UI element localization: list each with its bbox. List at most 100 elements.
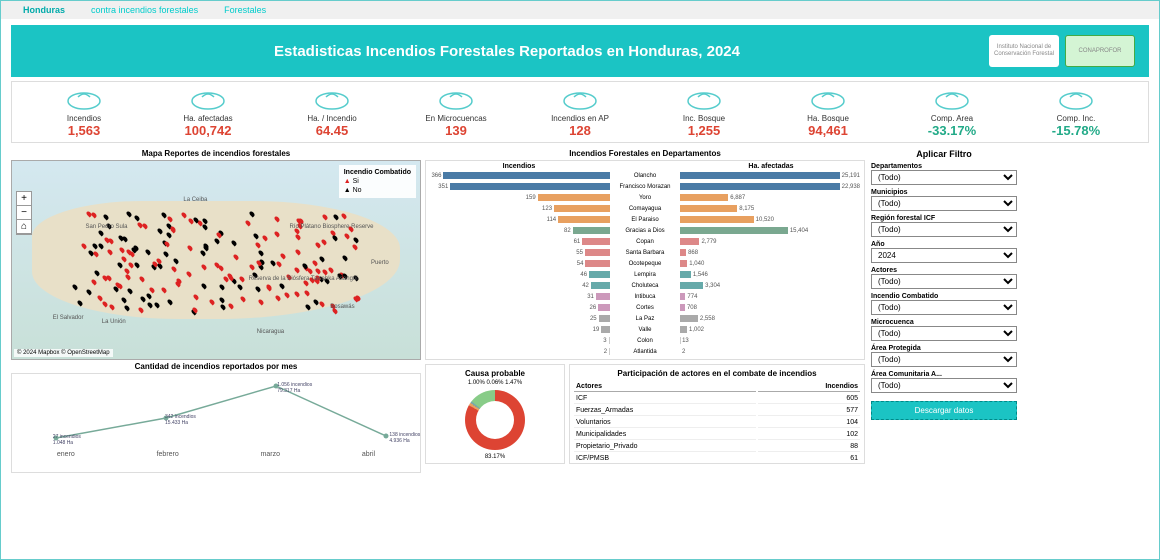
fire-marker[interactable] <box>255 285 262 292</box>
fire-marker[interactable] <box>93 250 100 257</box>
fire-marker[interactable] <box>249 263 256 270</box>
fire-marker[interactable] <box>76 300 83 307</box>
dept-bar-left[interactable]: 351 <box>428 181 610 192</box>
fire-marker[interactable] <box>157 228 164 235</box>
fire-marker[interactable] <box>106 248 113 255</box>
fire-marker[interactable] <box>233 254 240 261</box>
dept-bar-left[interactable]: 159 <box>428 192 610 203</box>
dept-bar-left[interactable]: 46 <box>428 269 610 280</box>
fire-marker[interactable] <box>120 255 127 262</box>
fire-marker[interactable] <box>314 242 321 249</box>
actors-col1[interactable]: Actores <box>574 382 756 392</box>
filter-select[interactable]: 2024 <box>871 248 1017 263</box>
fire-marker[interactable] <box>295 248 302 255</box>
fire-marker[interactable] <box>139 295 146 302</box>
fire-marker[interactable] <box>186 270 193 277</box>
filter-select[interactable]: (Todo) <box>871 170 1017 185</box>
dept-bar-right[interactable]: 2,779 <box>680 236 862 247</box>
fire-marker[interactable] <box>147 301 154 308</box>
tab-forestales[interactable]: Forestales <box>212 1 278 19</box>
dept-bar-left[interactable]: 61 <box>428 236 610 247</box>
fire-marker[interactable] <box>276 261 283 268</box>
fire-marker[interactable] <box>342 254 349 261</box>
actor-row[interactable]: Municipalidades102 <box>574 430 860 440</box>
fire-marker[interactable] <box>144 248 151 255</box>
fire-marker[interactable] <box>311 260 318 267</box>
fire-marker[interactable] <box>218 283 225 290</box>
fire-marker[interactable] <box>134 214 141 221</box>
fire-marker[interactable] <box>101 301 108 308</box>
fire-marker[interactable] <box>230 240 237 247</box>
fire-marker[interactable] <box>258 250 265 257</box>
fire-marker[interactable] <box>294 290 301 297</box>
dept-bar-right[interactable]: 6,887 <box>680 192 862 203</box>
fire-marker[interactable] <box>167 298 174 305</box>
fire-marker[interactable] <box>93 269 100 276</box>
filter-select[interactable]: (Todo) <box>871 300 1017 315</box>
fire-marker[interactable] <box>186 245 193 252</box>
fire-marker[interactable] <box>166 215 173 222</box>
fire-marker[interactable] <box>307 267 314 274</box>
dept-bar-right[interactable]: 10,520 <box>680 214 862 225</box>
dept-bar-left[interactable]: 54 <box>428 258 610 269</box>
fire-marker[interactable] <box>126 210 133 217</box>
dept-bar-right[interactable]: 774 <box>680 291 862 302</box>
actor-row[interactable]: ICF/PMSB61 <box>574 454 860 464</box>
filter-select[interactable]: (Todo) <box>871 274 1017 289</box>
fire-marker[interactable] <box>148 286 155 293</box>
fire-marker[interactable] <box>72 283 79 290</box>
dept-bar-left[interactable]: 82 <box>428 225 610 236</box>
fire-marker[interactable] <box>124 273 131 280</box>
fire-marker[interactable] <box>219 297 226 304</box>
fire-marker[interactable] <box>85 288 92 295</box>
fire-marker[interactable] <box>304 289 311 296</box>
fire-marker[interactable] <box>312 299 319 306</box>
fire-marker[interactable] <box>200 282 207 289</box>
actor-row[interactable]: ICF605 <box>574 394 860 404</box>
dept-bar-left[interactable]: 26 <box>428 302 610 313</box>
fire-marker[interactable] <box>200 263 207 270</box>
actor-row[interactable]: Propietario_Privado88 <box>574 442 860 452</box>
fire-map[interactable]: Incendio Combatido ▲ Si ▲ No + − ⌂ © 202… <box>11 160 421 360</box>
dept-bar-right[interactable]: 13 <box>680 335 862 346</box>
fire-marker[interactable] <box>139 275 146 282</box>
fire-marker[interactable] <box>315 268 322 275</box>
fire-marker[interactable] <box>133 261 140 268</box>
fire-marker[interactable] <box>261 235 268 242</box>
fire-marker[interactable] <box>332 234 339 241</box>
dept-bar-right[interactable]: 708 <box>680 302 862 313</box>
fire-marker[interactable] <box>91 278 98 285</box>
fire-marker[interactable] <box>107 238 114 245</box>
fire-marker[interactable] <box>239 275 246 282</box>
filter-select[interactable]: (Todo) <box>871 222 1017 237</box>
fire-marker[interactable] <box>81 242 88 249</box>
fire-marker[interactable] <box>249 210 256 217</box>
fire-marker[interactable] <box>118 247 125 254</box>
fire-marker[interactable] <box>97 243 104 250</box>
dept-bar-right[interactable]: 15,404 <box>680 225 862 236</box>
fire-marker[interactable] <box>344 232 351 239</box>
fire-marker[interactable] <box>180 212 187 219</box>
fire-marker[interactable] <box>213 238 220 245</box>
fire-marker[interactable] <box>208 299 215 306</box>
fire-marker[interactable] <box>278 282 285 289</box>
dept-bar-right[interactable]: 25,191 <box>680 170 862 181</box>
actors-col2[interactable]: Incendios <box>758 382 860 392</box>
zoom-in[interactable]: + <box>17 192 31 206</box>
dept-bar-right[interactable]: 1,546 <box>680 269 862 280</box>
fire-marker[interactable] <box>252 233 259 240</box>
dept-bar-left[interactable]: 366 <box>428 170 610 181</box>
zoom-home[interactable]: ⌂ <box>17 220 31 234</box>
dept-bar-right[interactable]: 1,040 <box>680 258 862 269</box>
dept-bar-left[interactable]: 123 <box>428 203 610 214</box>
fire-marker[interactable] <box>304 303 311 310</box>
fire-marker[interactable] <box>333 213 340 220</box>
dept-bar-left[interactable]: 3 <box>428 335 610 346</box>
fire-marker[interactable] <box>142 222 149 229</box>
fire-marker[interactable] <box>341 213 348 220</box>
fire-marker[interactable] <box>318 256 325 263</box>
fire-marker[interactable] <box>102 213 109 220</box>
fire-marker[interactable] <box>318 301 325 308</box>
tab-honduras[interactable]: Honduras <box>11 1 77 19</box>
fire-marker[interactable] <box>160 287 167 294</box>
